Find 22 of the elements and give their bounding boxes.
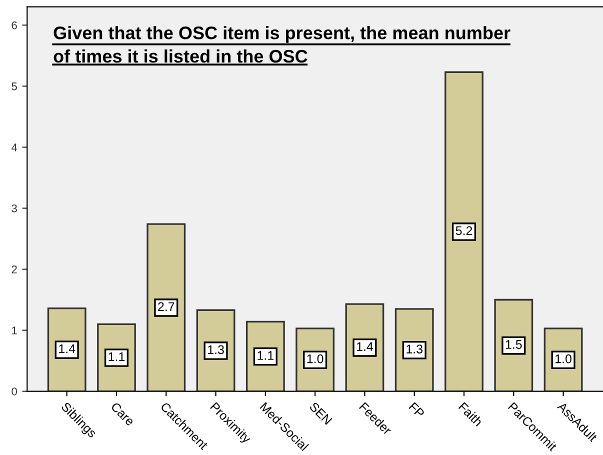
data-label: 1.3 bbox=[406, 344, 422, 354]
x-tick-label: FP bbox=[408, 402, 425, 418]
data-label: 5.2 bbox=[456, 226, 472, 236]
data-label: 1.1 bbox=[258, 351, 274, 360]
y-tick-label: 6 bbox=[12, 21, 17, 30]
bar bbox=[146, 223, 186, 392]
y-tick-label: 5 bbox=[12, 82, 17, 90]
data-label: 1.5 bbox=[506, 340, 522, 349]
y-tick-label: 3 bbox=[12, 204, 17, 212]
bar bbox=[444, 71, 484, 392]
data-label: 1.4 bbox=[356, 342, 374, 351]
data-label: 1.3 bbox=[208, 345, 224, 354]
data-label: 1.0 bbox=[307, 354, 324, 364]
y-tick-label: 2 bbox=[12, 266, 17, 274]
y-tick-label: 4 bbox=[11, 144, 18, 152]
y-tick-label: 0 bbox=[12, 388, 17, 396]
data-label: 1.4 bbox=[59, 344, 76, 354]
data-label: 2.7 bbox=[158, 302, 174, 311]
data-label: 1.0 bbox=[556, 354, 572, 364]
text: Given that the OSC item is present, the mean number of times it is listed in the OSC bbox=[54, 26, 510, 63]
data-label: 1.1 bbox=[108, 352, 125, 361]
y-tick-label: 1 bbox=[12, 326, 17, 334]
